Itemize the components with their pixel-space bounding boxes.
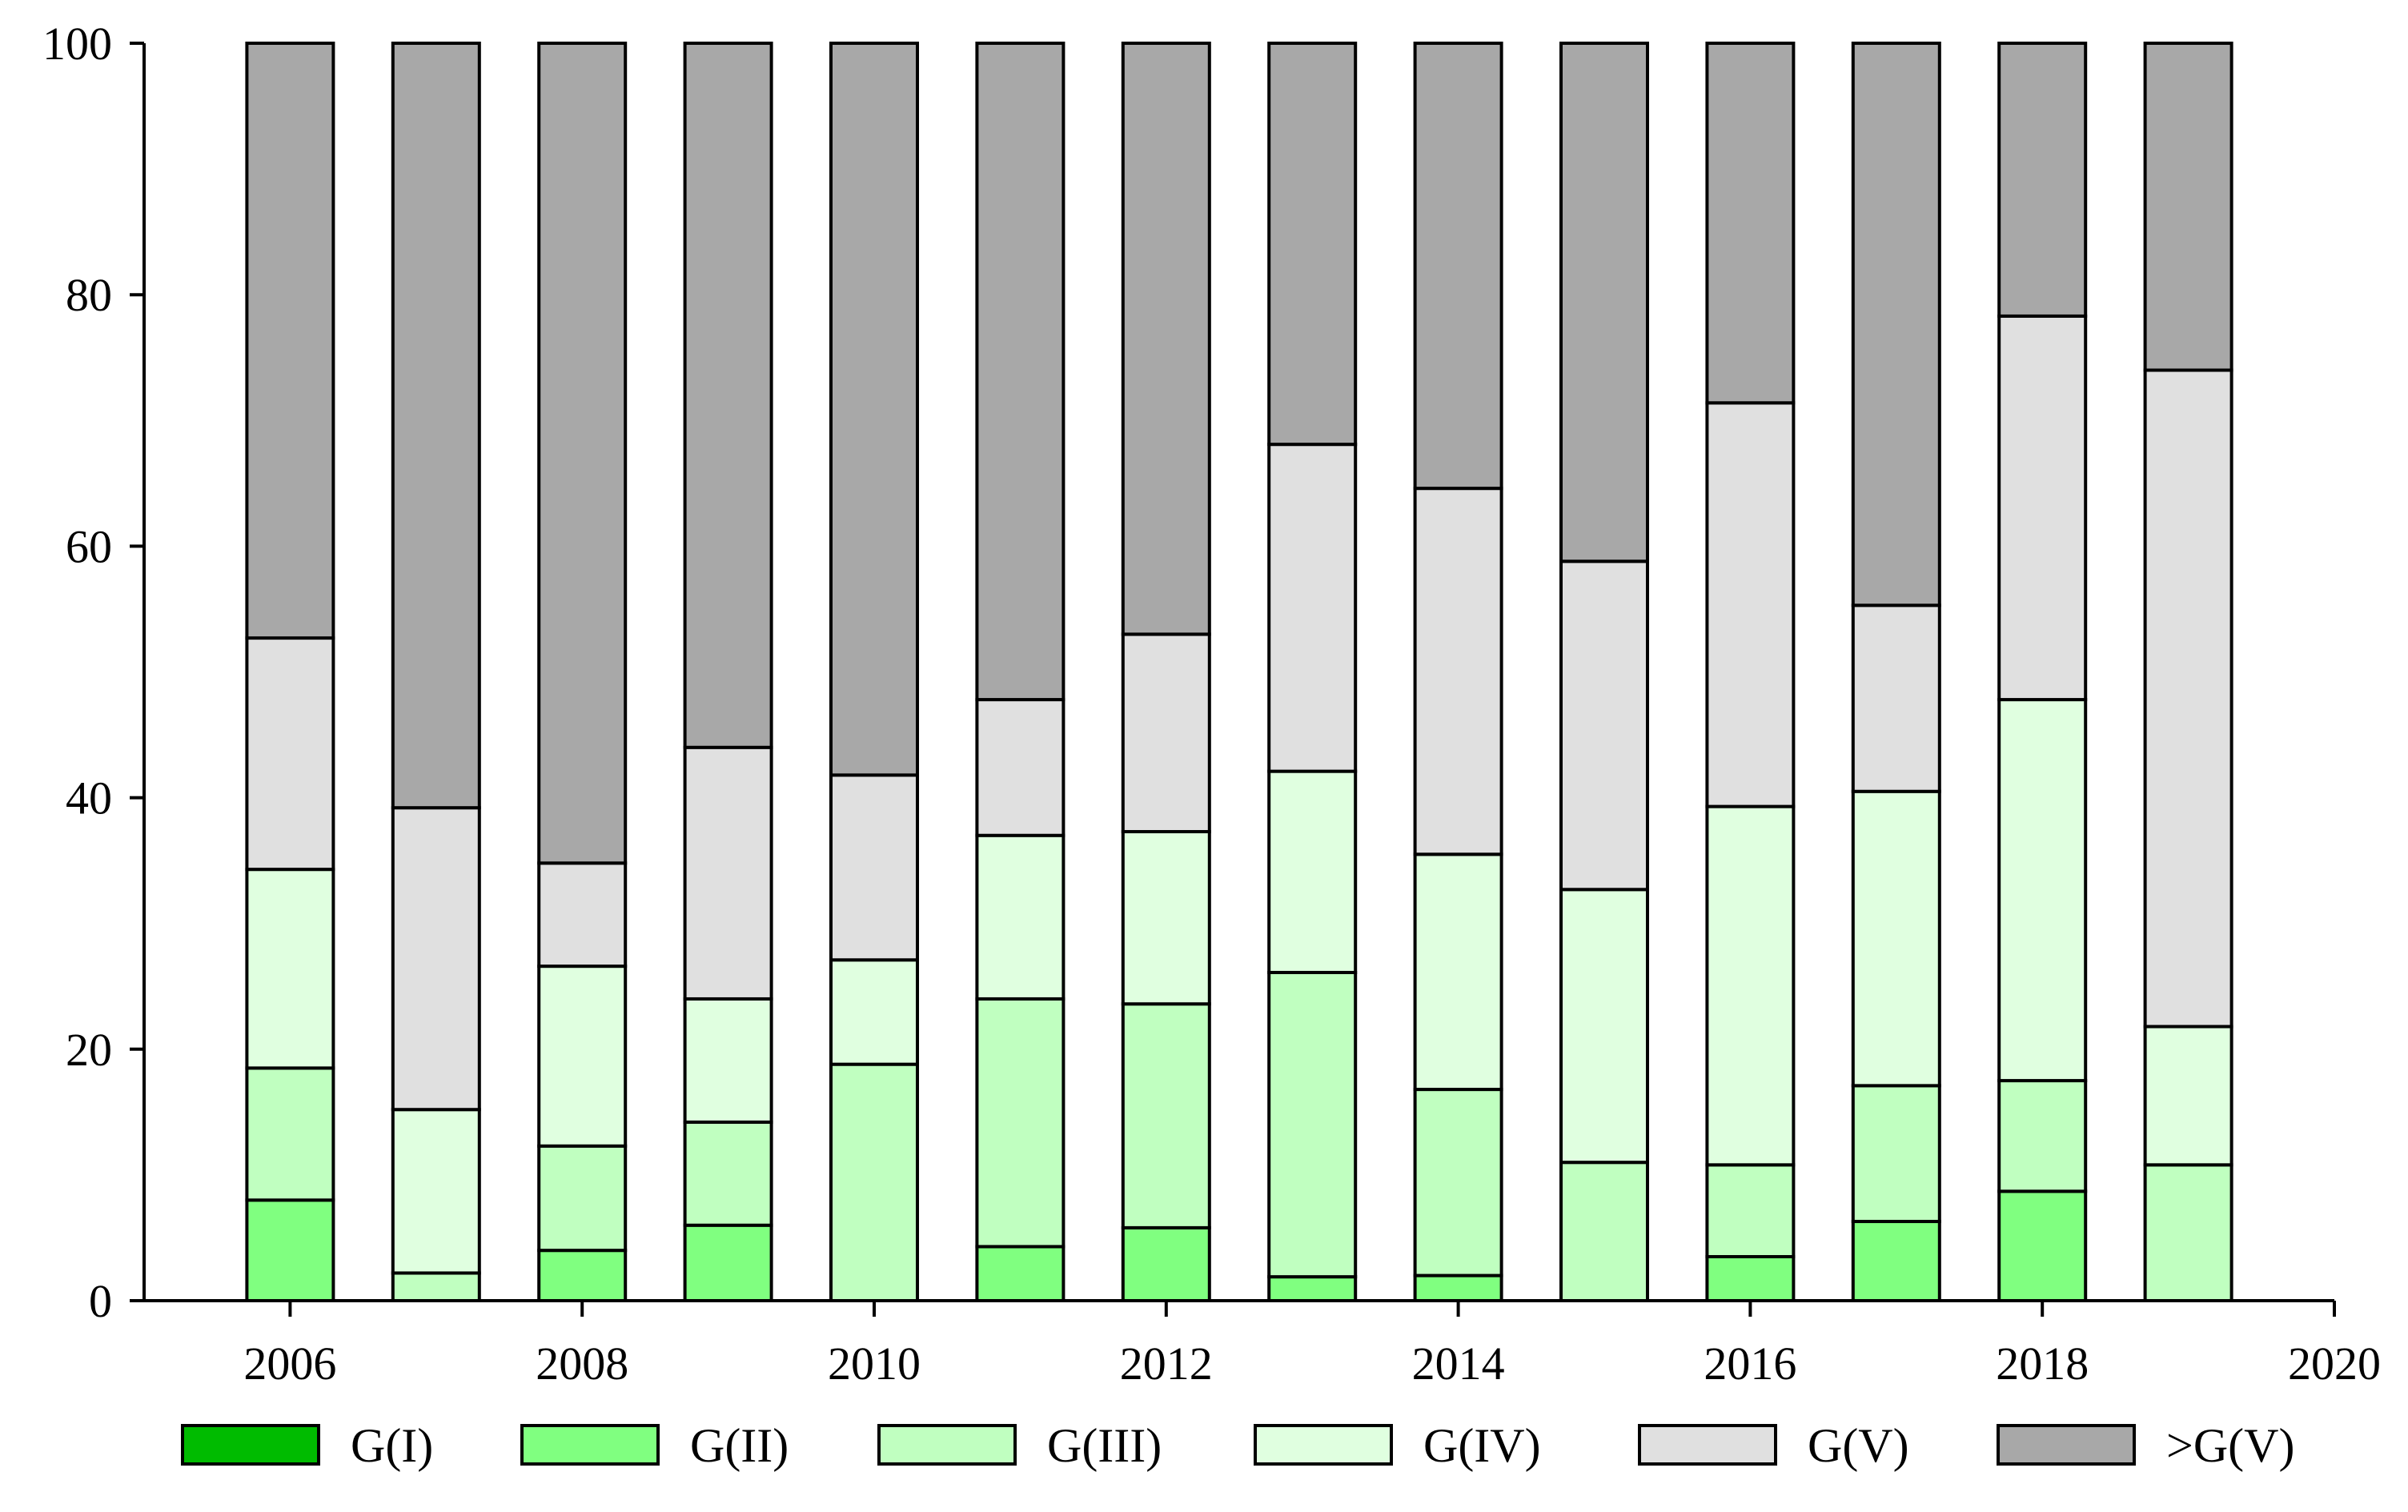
x-tick-label: 2012 — [1120, 1338, 1213, 1390]
bar-segment — [537, 42, 628, 865]
legend-swatch — [877, 1424, 1017, 1466]
x-tick-label: 2008 — [536, 1338, 628, 1390]
x-tick-label: 2020 — [2288, 1338, 2381, 1390]
bar-segment — [245, 42, 335, 640]
bar-segment — [975, 997, 1066, 1249]
bar-segment — [1851, 1220, 1941, 1302]
bar-segment — [1413, 1088, 1503, 1277]
x-tick-label: 2016 — [1704, 1338, 1796, 1390]
bar-segment — [245, 636, 335, 872]
bar-segment — [1267, 42, 1358, 447]
y-tick-label: 100 — [42, 18, 112, 70]
bar-segment — [1705, 401, 1796, 808]
bar-segment — [1267, 443, 1358, 773]
bar-segment — [975, 1245, 1066, 1303]
bar-segment — [1851, 42, 1941, 608]
bar-segment — [245, 1198, 335, 1302]
x-tick-label: 2018 — [1996, 1338, 2089, 1390]
bar-segment — [1413, 852, 1503, 1092]
legend-swatch — [181, 1424, 320, 1466]
bar-segment — [1121, 830, 1211, 1006]
legend-swatch — [1997, 1424, 2136, 1466]
bar-segment — [391, 806, 481, 1112]
bar-segment — [1121, 1002, 1211, 1229]
bar-segment — [2143, 1025, 2233, 1167]
bar-segment — [683, 1120, 773, 1227]
y-tick-label: 20 — [66, 1024, 112, 1076]
bar-segment — [829, 773, 919, 962]
bar-segment — [975, 833, 1066, 1001]
bar-segment — [1413, 1273, 1503, 1302]
bar-segment — [683, 745, 773, 1001]
y-tick-label: 60 — [66, 520, 112, 572]
bar-segment — [245, 868, 335, 1070]
bar-segment — [1559, 559, 1649, 892]
bar-segment — [1997, 42, 2088, 318]
legend-label: G(II) — [690, 1419, 789, 1472]
bar-segment — [829, 1062, 919, 1302]
bar-segment — [1121, 1225, 1211, 1302]
y-tick-label: 80 — [66, 269, 112, 321]
legend-label: G(I) — [351, 1419, 433, 1472]
legend-swatch — [1254, 1424, 1393, 1466]
bar-segment — [2143, 1163, 2233, 1303]
legend: G(I) G(II) G(III) G(IV) G(V) >G(V) — [181, 1419, 2294, 1472]
bar-segment — [1997, 314, 2088, 702]
bar-segment — [683, 1223, 773, 1302]
bar-segment — [1413, 42, 1503, 491]
bar-segment — [1705, 42, 1796, 405]
legend-swatch — [520, 1424, 660, 1466]
bar-segment — [391, 42, 481, 810]
bar-segment — [1559, 42, 1649, 563]
bar-segment — [1267, 1275, 1358, 1302]
bar-segment — [1851, 1084, 1941, 1224]
bar-segment — [829, 42, 919, 777]
bar-segment — [1559, 888, 1649, 1165]
bar-segment — [391, 1271, 481, 1302]
legend-label: >G(V) — [2166, 1419, 2294, 1472]
bar-segment — [1997, 698, 2088, 1083]
bar-segment — [829, 958, 919, 1066]
bar-segment — [245, 1066, 335, 1202]
bar-segment — [1997, 1189, 2088, 1302]
bar-segment — [537, 1249, 628, 1303]
y-tick-label: 0 — [89, 1275, 112, 1327]
bar-segment — [537, 861, 628, 969]
bar-segment — [683, 997, 773, 1124]
bar-segment — [1851, 789, 1941, 1088]
bar-segment — [2143, 42, 2233, 372]
bar-segment — [1705, 1163, 1796, 1259]
bar-segment — [1121, 632, 1211, 834]
bar-segment — [2143, 368, 2233, 1029]
x-tick-label: 2014 — [1412, 1338, 1505, 1390]
bar-segment — [975, 698, 1066, 837]
bar-segment — [1705, 804, 1796, 1167]
bar-layer — [245, 42, 2233, 1303]
legend-swatch — [1638, 1424, 1777, 1466]
bar-segment — [1705, 1255, 1796, 1303]
bar-segment — [1267, 769, 1358, 974]
bar-segment — [1413, 487, 1503, 856]
legend-label: G(IV) — [1423, 1419, 1541, 1472]
bar-segment — [1121, 42, 1211, 636]
bar-segment — [1559, 1161, 1649, 1302]
bar-segment — [1267, 970, 1358, 1279]
x-tick-label: 2006 — [243, 1338, 336, 1390]
legend-label: G(V) — [1808, 1419, 1909, 1472]
bar-segment — [537, 1144, 628, 1253]
bar-segment — [1851, 604, 1941, 793]
bar-segment — [391, 1108, 481, 1275]
y-tick-label: 40 — [66, 772, 112, 824]
bar-segment — [537, 965, 628, 1148]
bar-segment — [683, 42, 773, 749]
x-tick-label: 2010 — [828, 1338, 921, 1390]
legend-label: G(III) — [1047, 1419, 1162, 1472]
bar-segment — [1997, 1079, 2088, 1193]
axes: 0 20 40 60 80 100 2006 2008 2010 2012 2014 2016 2018… — [42, 18, 2381, 1390]
bar-segment — [975, 42, 1066, 702]
